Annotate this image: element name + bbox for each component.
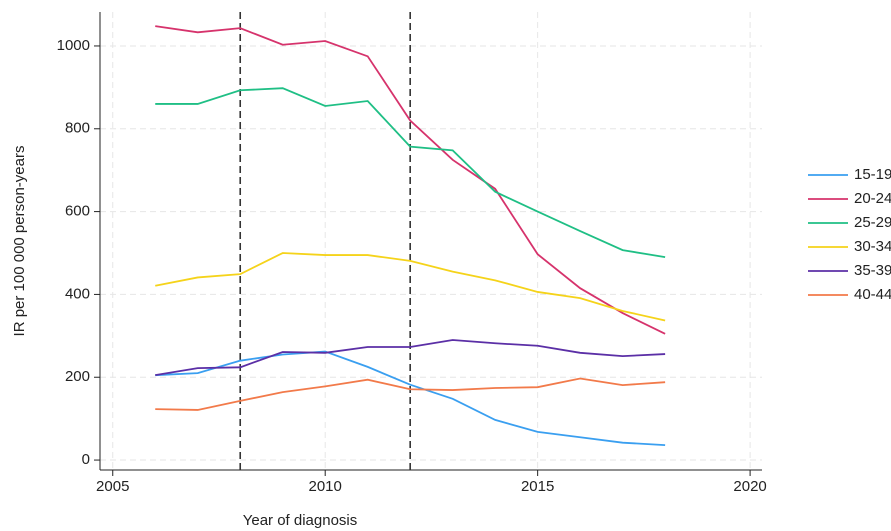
legend-label: 25-29 [854, 214, 891, 231]
series-line [155, 339, 666, 377]
legend-label: 20-24 [854, 190, 891, 207]
series-line [155, 377, 666, 411]
y-tick-label: 1000 [57, 37, 90, 54]
legend-label: 40-44 [854, 286, 891, 303]
x-tick-label: 2010 [309, 478, 342, 495]
legend-label: 35-39 [854, 262, 891, 279]
y-tick-label: 400 [65, 285, 90, 302]
series-line [155, 350, 666, 447]
x-tick-label: 2005 [96, 478, 129, 495]
x-tick-label: 2020 [733, 478, 766, 495]
y-tick-label: 200 [65, 368, 90, 385]
series-line [155, 252, 666, 322]
y-tick-label: 800 [65, 120, 90, 137]
legend-label: 30-34 [854, 238, 891, 255]
legend-label: 15-19 [854, 166, 891, 183]
series-line [155, 87, 666, 259]
y-tick-label: 600 [65, 203, 90, 220]
x-tick-label: 2015 [521, 478, 554, 495]
x-axis-label: Year of diagnosis [243, 512, 358, 529]
y-axis-label: IR per 100 000 person-years [11, 146, 28, 337]
y-tick-label: 0 [82, 451, 90, 468]
series-line [155, 25, 666, 335]
